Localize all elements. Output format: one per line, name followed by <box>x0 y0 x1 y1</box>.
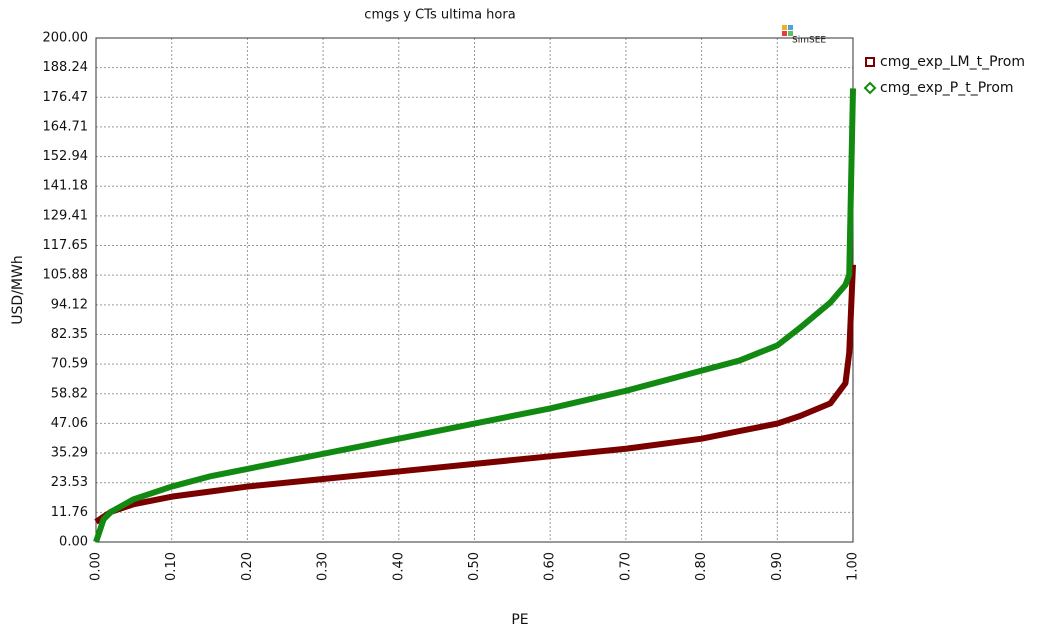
legend-label: cmg_exp_LM_t_Prom <box>880 54 1025 70</box>
logo-block <box>782 31 787 36</box>
data-line <box>93 88 856 543</box>
x-axis-label: PE <box>511 612 528 628</box>
y-tick-label: 94.12 <box>51 297 88 312</box>
y-tick-label: 200.00 <box>43 31 89 46</box>
logo-block <box>788 31 793 36</box>
y-tick-label: 141.18 <box>43 179 89 194</box>
legend-label: cmg_exp_P_t_Prom <box>880 80 1014 96</box>
x-tick-label: 0.90 <box>770 552 785 581</box>
x-tick-label: 0.80 <box>694 552 709 581</box>
y-tick-label: 129.41 <box>43 208 89 223</box>
y-tick-label: 0.00 <box>59 535 88 550</box>
x-tick-label: 0.70 <box>618 552 633 581</box>
y-tick-label: 11.76 <box>51 505 88 520</box>
y-tick-label: 70.59 <box>51 357 88 372</box>
y-tick-label: 47.06 <box>51 416 88 431</box>
y-tick-label: 105.88 <box>43 268 89 283</box>
y-tick-label: 23.53 <box>51 475 88 490</box>
y-tick-label: 152.94 <box>43 149 89 164</box>
y-tick-label: 176.47 <box>43 90 89 105</box>
x-tick-label: 0.50 <box>467 552 482 581</box>
x-tick-label: 0.40 <box>391 552 406 581</box>
x-tick-label: 0.00 <box>89 552 104 581</box>
watermark: SimSEE <box>792 36 826 46</box>
legend-marker <box>863 81 877 95</box>
chart-title: cmgs y CTs ultima hora <box>364 8 515 23</box>
y-tick-label: 58.82 <box>51 386 88 401</box>
y-tick-label: 164.71 <box>43 119 89 134</box>
y-tick-label: 188.24 <box>43 60 89 75</box>
logo-block <box>788 25 793 30</box>
y-tick-label: 82.35 <box>51 327 88 342</box>
legend-marker <box>865 57 875 67</box>
y-tick-label: 117.65 <box>43 238 89 253</box>
x-tick-label: 1.00 <box>846 552 861 581</box>
x-tick-label: 0.10 <box>164 552 179 581</box>
x-tick-label: 0.30 <box>316 552 331 581</box>
x-tick-label: 0.60 <box>543 552 558 581</box>
data-line <box>94 264 856 525</box>
x-tick-label: 0.20 <box>240 552 255 581</box>
logo-block <box>782 25 787 30</box>
y-axis-label: USD/MWh <box>10 255 26 324</box>
y-tick-label: 35.29 <box>51 446 88 461</box>
